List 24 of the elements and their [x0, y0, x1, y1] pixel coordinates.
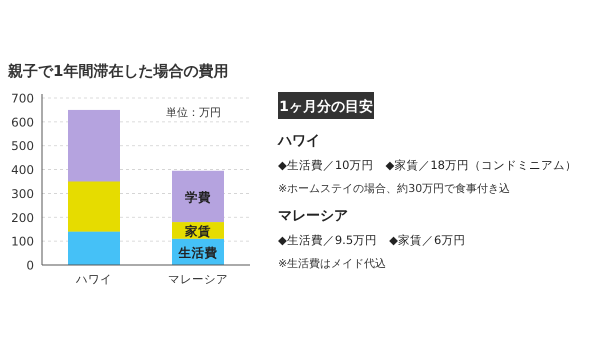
text: マレーシア	[278, 208, 348, 224]
series-label: 学費	[185, 189, 211, 204]
bar	[68, 110, 120, 182]
y-tick-label: 500	[11, 139, 34, 154]
y-tick-label: 300	[11, 186, 34, 201]
series-label: 生活費	[178, 244, 218, 260]
text: 1ヶ月分の目安	[279, 98, 373, 115]
text: ※生活費はメイド代込	[278, 257, 386, 270]
text: ※ホームステイの場合、約30万円で食事付き込	[278, 182, 510, 195]
text: ◆生活費／10万円 ◆家賃／18万円（コンドミニアム）	[278, 158, 577, 172]
text: ◆生活費／9.5万円 ◆家賃／6万円	[278, 233, 466, 247]
series-label: 家賃	[184, 223, 211, 238]
y-tick-label: 0	[26, 258, 34, 272]
bar	[172, 170, 224, 222]
chart-title: 親子で1年間滞在した場合の費用	[7, 62, 228, 80]
bar	[68, 182, 120, 232]
text: ハワイ	[277, 133, 320, 149]
bar	[68, 232, 120, 265]
y-tick-label: 200	[11, 210, 34, 225]
y-tick-label: 100	[11, 234, 34, 249]
y-tick-label: 700	[11, 92, 34, 106]
y-tick-label: 600	[11, 115, 34, 130]
annotation: 単位：万円	[166, 106, 221, 119]
y-tick-label: 400	[11, 163, 34, 178]
